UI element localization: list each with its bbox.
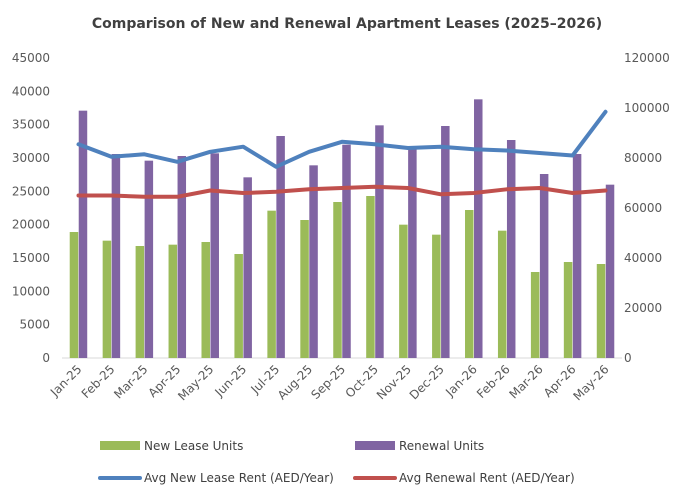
bar-new-lease-units-may-26 xyxy=(596,264,606,358)
lines xyxy=(76,109,608,199)
bar-new-lease-units-nov-25 xyxy=(399,224,408,358)
bar-renewal-units-aug-25 xyxy=(309,165,318,358)
legend-label-avg-renewal-rent-aed-year-: Avg Renewal Rent (AED/Year) xyxy=(399,471,575,485)
x-tick-label: Jan-26 xyxy=(442,362,480,400)
y-left-tick-label: 20000 xyxy=(12,218,50,232)
bar-renewal-units-feb-25 xyxy=(111,154,121,358)
y-left-tick-label: 0 xyxy=(42,351,50,365)
bar-new-lease-units-jun-25 xyxy=(234,254,243,358)
bar-renewal-units-may-25 xyxy=(210,153,219,358)
bar-new-lease-units-aug-25 xyxy=(300,220,309,358)
bars xyxy=(69,99,615,359)
bar-renewal-units-dec-25 xyxy=(441,126,450,358)
y-left-tick-label: 45000 xyxy=(12,51,50,65)
y-right-tick-label: 20000 xyxy=(624,301,662,315)
bar-new-lease-units-mar-25 xyxy=(135,246,145,358)
bar-renewal-units-mar-25 xyxy=(144,160,154,358)
bar-renewal-units-feb-26 xyxy=(506,140,516,358)
line-avg-new-lease-rent-aed-year- xyxy=(76,109,608,169)
x-tick-label: Jun-25 xyxy=(212,362,250,400)
axes: 0 5000 10000 15000 20000 25000 30000 35000 40000… xyxy=(12,51,670,365)
y-right-tick-label: 100000 xyxy=(624,101,670,115)
legend-swatch-new-lease-units xyxy=(100,441,140,450)
x-tick-label: May-25 xyxy=(175,362,216,403)
x-tick-label: Aug-25 xyxy=(275,362,315,402)
y-right-tick-label: 40000 xyxy=(624,251,662,265)
legend-swatch-renewal-units xyxy=(355,441,395,450)
bar-renewal-units-jun-25 xyxy=(243,177,252,358)
legend-label-renewal-units: Renewal Units xyxy=(399,439,484,453)
x-tick-label: Feb-25 xyxy=(79,362,118,401)
bar-new-lease-units-jul-25 xyxy=(267,210,276,358)
y-left-tick-label: 30000 xyxy=(12,151,50,165)
bar-new-lease-units-mar-26 xyxy=(530,272,540,358)
x-tick-labels: Jan-25Feb-25Mar-25Apr-25May-25Jun-25Jul-… xyxy=(47,362,612,403)
legend-label-avg-new-lease-rent-aed-year-: Avg New Lease Rent (AED/Year) xyxy=(144,471,334,485)
y-right-tick-label: 120000 xyxy=(624,51,670,65)
chart-title: Comparison of New and Renewal Apartment … xyxy=(92,16,602,32)
y-left-tick-label: 25000 xyxy=(12,184,50,198)
bar-new-lease-units-jan-25 xyxy=(69,232,79,358)
line-avg-renewal-rent-aed-year- xyxy=(76,184,608,199)
x-tick-label: Dec-25 xyxy=(407,362,447,402)
y-left-tick-label: 10000 xyxy=(12,284,50,298)
bar-new-lease-units-feb-26 xyxy=(497,230,507,358)
y-right-tick-label: 60000 xyxy=(624,201,662,215)
x-tick-label: Sep-25 xyxy=(308,362,348,402)
y-left-tick-label: 15000 xyxy=(12,251,50,265)
bar-new-lease-units-apr-25 xyxy=(168,244,178,358)
y-left-tick-label: 35000 xyxy=(12,118,50,132)
bar-new-lease-units-sep-25 xyxy=(333,202,342,358)
x-tick-label: Mar-26 xyxy=(507,362,546,401)
y-right-tick-label: 80000 xyxy=(624,151,662,165)
bar-new-lease-units-oct-25 xyxy=(366,196,375,358)
bar-renewal-units-apr-25 xyxy=(177,156,187,358)
bar-new-lease-units-may-25 xyxy=(201,242,210,358)
bar-renewal-units-apr-26 xyxy=(572,154,582,358)
x-tick-label: May-26 xyxy=(570,362,611,403)
bar-renewal-units-jul-25 xyxy=(276,136,285,358)
y-right-tick-label: 0 xyxy=(624,351,632,365)
y-left-tick-label: 40000 xyxy=(12,84,50,98)
legend-label-new-lease-units: New Lease Units xyxy=(144,439,243,453)
x-tick-label: Nov-25 xyxy=(374,362,414,402)
x-tick-label: Mar-25 xyxy=(111,362,150,401)
bar-renewal-units-sep-25 xyxy=(342,144,351,358)
x-tick-label: Feb-26 xyxy=(474,362,513,401)
bar-renewal-units-jan-25 xyxy=(78,110,88,359)
bar-renewal-units-jan-26 xyxy=(474,99,483,358)
bar-renewal-units-nov-25 xyxy=(408,146,417,358)
bar-new-lease-units-feb-25 xyxy=(102,240,112,358)
bar-new-lease-units-jan-26 xyxy=(465,210,474,358)
bar-new-lease-units-dec-25 xyxy=(432,234,441,358)
bar-renewal-units-mar-26 xyxy=(539,174,549,358)
bar-renewal-units-oct-25 xyxy=(375,125,384,358)
bar-new-lease-units-apr-26 xyxy=(563,262,573,358)
legend: New Lease Units Renewal Units Avg New Leas… xyxy=(98,439,575,485)
y-left-tick-label: 5000 xyxy=(19,318,50,332)
x-tick-label: Jan-25 xyxy=(47,362,85,400)
bar-renewal-units-may-26 xyxy=(605,184,615,358)
